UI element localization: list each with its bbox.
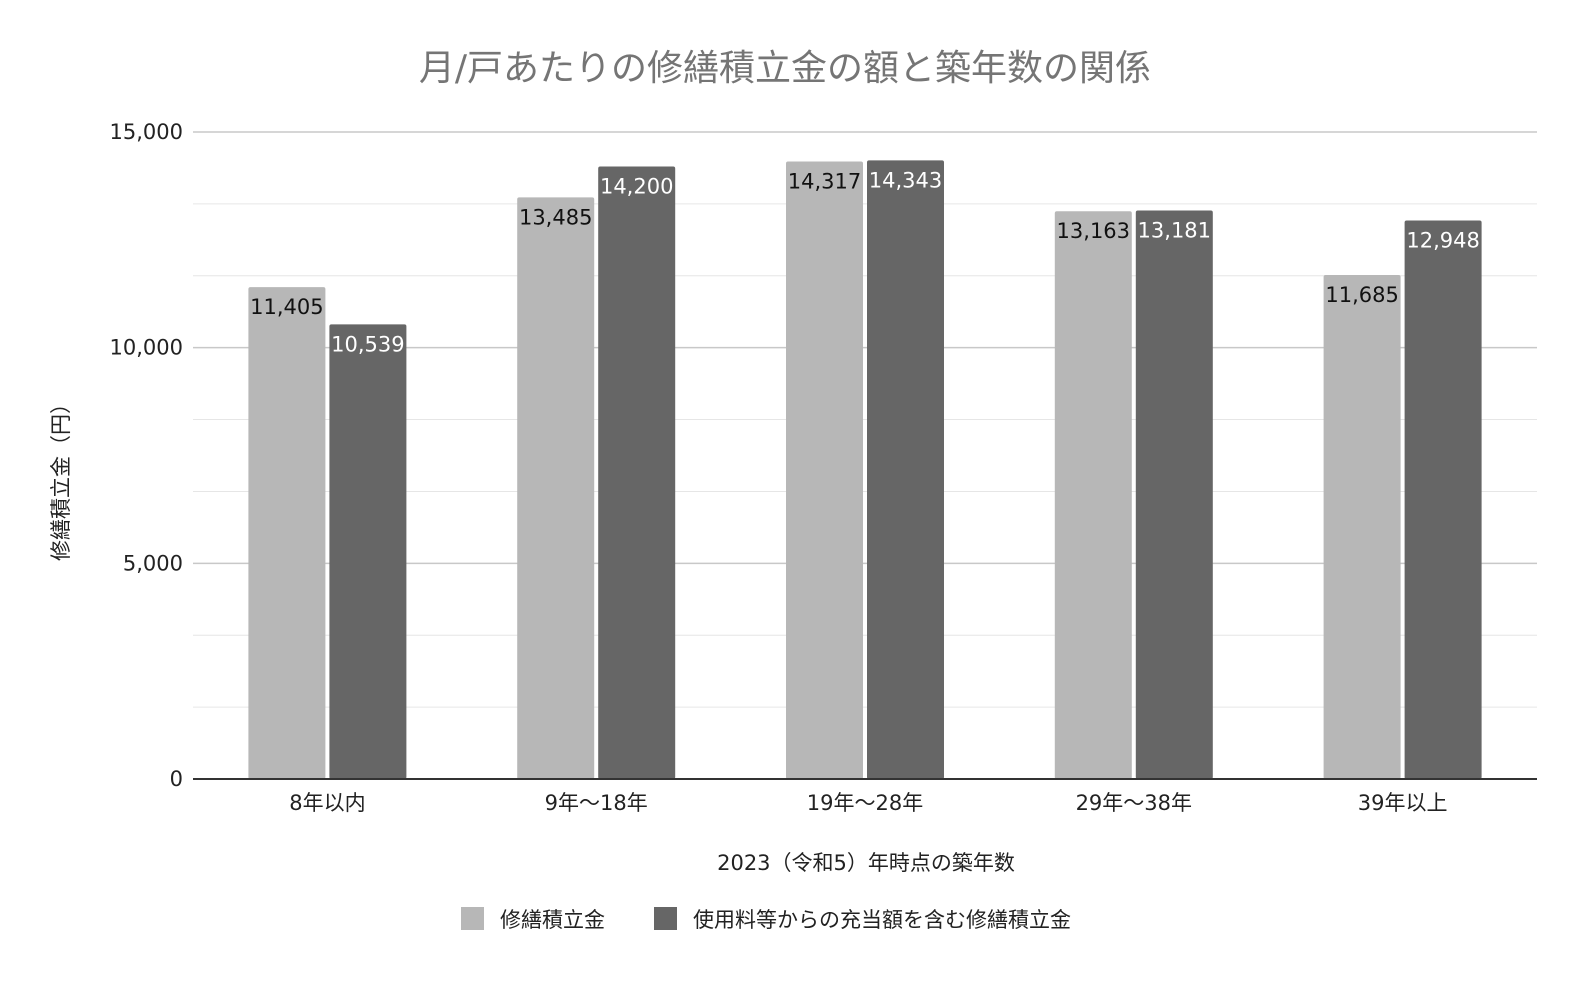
bar[interactable] — [598, 166, 676, 780]
bars — [248, 160, 1482, 780]
x-axis-title: 2023（令和5）年時点の築年数 — [717, 851, 1015, 875]
grid-layer — [193, 131, 1537, 708]
data-label: 11,685 — [1325, 283, 1398, 307]
legend-swatch — [654, 907, 677, 930]
bar[interactable] — [1323, 274, 1401, 779]
data-label: 14,317 — [788, 169, 861, 193]
y-tick-label: 0 — [170, 767, 183, 791]
x-tick-label: 39年以上 — [1358, 791, 1448, 815]
legend-item-series-1[interactable]: 修繕積立金 — [461, 907, 605, 932]
legend: 修繕積立金 使用料等からの充当額を含む修繕積立金 — [461, 907, 1071, 932]
y-tick-label: 15,000 — [110, 120, 183, 144]
chart-title: 月/戸あたりの修繕積立金の額と築年数の関係 — [419, 48, 1151, 89]
legend-item-series-2[interactable]: 使用料等からの充当額を含む修繕積立金 — [654, 907, 1071, 932]
x-axis-ticks: 8年以内 9年〜18年 19年〜28年 29年〜38年 39年以上 — [289, 791, 1447, 815]
data-label: 14,200 — [600, 175, 673, 199]
data-label: 10,539 — [331, 332, 404, 356]
bar[interactable] — [1135, 210, 1213, 779]
bar[interactable] — [1404, 220, 1482, 780]
bar[interactable] — [517, 197, 595, 780]
y-axis-title: 修繕積立金（円） — [49, 393, 73, 561]
data-label: 13,163 — [1057, 219, 1130, 243]
data-label: 13,485 — [519, 205, 592, 229]
data-label: 11,405 — [250, 295, 323, 319]
bar[interactable] — [867, 160, 944, 779]
legend-label: 使用料等からの充当額を含む修繕積立金 — [693, 908, 1071, 932]
bar[interactable] — [329, 324, 407, 779]
y-tick-label: 5,000 — [123, 551, 183, 575]
bar[interactable] — [786, 161, 863, 779]
bar[interactable] — [248, 287, 326, 779]
x-tick-label: 19年〜28年 — [807, 791, 923, 815]
y-axis-ticks: 0 5,000 10,000 15,000 — [110, 120, 183, 791]
bar[interactable] — [1054, 211, 1132, 779]
data-label: 14,343 — [869, 168, 942, 192]
data-labels: 11,405 10,539 13,485 14,200 14,317 14,343 13,1… — [250, 168, 1480, 356]
legend-label: 修繕積立金 — [500, 908, 605, 932]
data-label: 13,181 — [1138, 218, 1211, 242]
legend-swatch — [461, 907, 484, 930]
x-tick-label: 9年〜18年 — [545, 791, 648, 815]
y-tick-label: 10,000 — [110, 336, 183, 360]
x-tick-label: 29年〜38年 — [1076, 791, 1192, 815]
data-label: 12,948 — [1406, 229, 1479, 253]
x-tick-label: 8年以内 — [289, 791, 365, 815]
